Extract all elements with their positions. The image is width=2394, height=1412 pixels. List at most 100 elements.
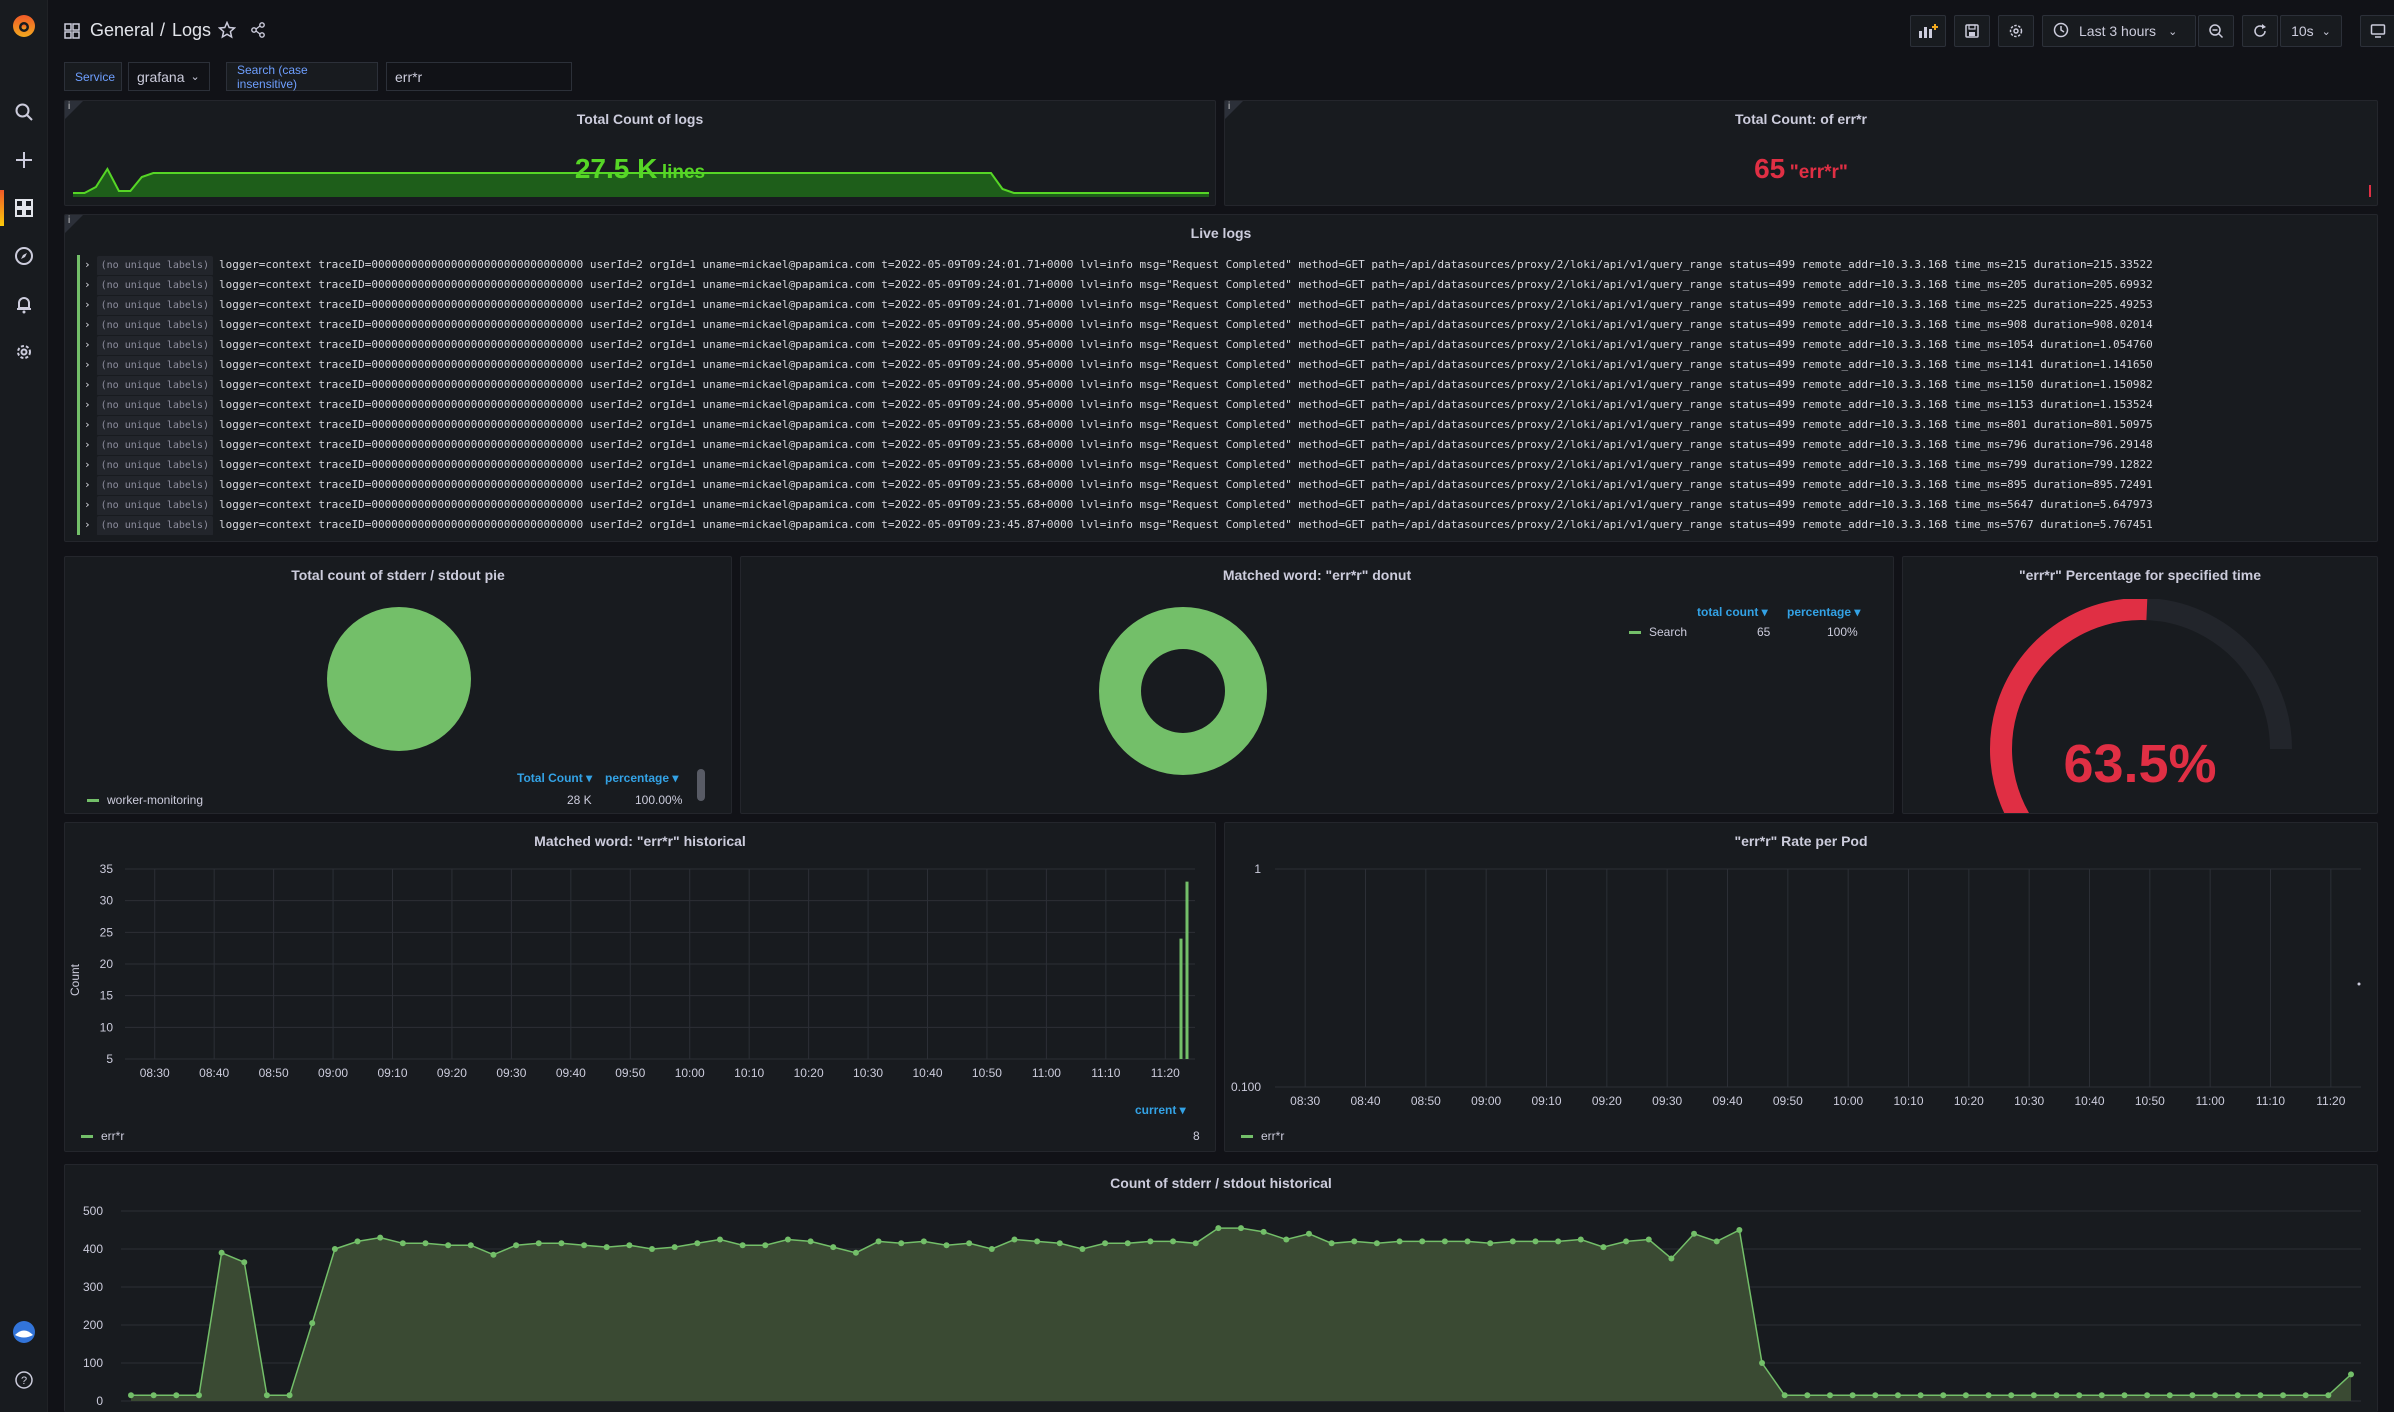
log-row[interactable]: › (no unique labels) logger=context traceI… <box>77 255 2369 275</box>
user-avatar-icon[interactable] <box>12 1320 36 1344</box>
x-tick-label: 09:40 <box>1712 1094 1742 1108</box>
stat-unit: lines <box>661 162 706 183</box>
data-point <box>1124 1240 1131 1247</box>
side-menu: ? <box>0 0 48 1412</box>
stat-value: 65 <box>1754 153 1786 184</box>
gear-icon[interactable] <box>12 340 36 364</box>
dashboard-title[interactable]: Logs <box>172 20 212 40</box>
log-row[interactable]: › (no unique labels) logger=context traceI… <box>77 315 2369 335</box>
log-row[interactable]: › (no unique labels) logger=context traceI… <box>77 455 2369 475</box>
refresh-icon[interactable] <box>2242 15 2278 47</box>
legend-item[interactable]: err*r <box>81 1129 124 1143</box>
panel-info-icon[interactable]: i <box>65 215 83 233</box>
data-point <box>1396 1238 1403 1245</box>
data-point <box>2357 982 2361 986</box>
data-point <box>173 1392 180 1399</box>
panel-total-count-logs: i Total Count of logs 27.5 K lines <box>64 100 1216 206</box>
refresh-interval-picker[interactable]: 10s ⌄ <box>2280 15 2342 47</box>
log-row[interactable]: › (no unique labels) logger=context traceI… <box>77 335 2369 355</box>
legend-swatch <box>87 798 99 802</box>
log-row[interactable]: › (no unique labels) logger=context traceI… <box>77 295 2369 315</box>
search-input[interactable]: err*r <box>386 62 572 91</box>
sparkline-line <box>73 167 1209 194</box>
dashboards-icon[interactable] <box>12 196 36 220</box>
legend-item[interactable]: Search <box>1629 625 1687 639</box>
tv-icon[interactable] <box>2360 15 2394 47</box>
service-select[interactable]: grafana ⌄ <box>128 62 210 91</box>
chevron-right-icon[interactable]: › <box>84 278 91 291</box>
plus-icon[interactable] <box>12 148 36 172</box>
data-point <box>218 1249 225 1256</box>
explore-icon[interactable] <box>12 244 36 268</box>
x-tick-label: 08:50 <box>259 1066 289 1080</box>
data-point <box>263 1392 270 1399</box>
chevron-right-icon[interactable]: › <box>84 478 91 491</box>
panel-info-icon[interactable]: i <box>65 101 83 119</box>
log-row[interactable]: › (no unique labels) logger=context traceI… <box>77 415 2369 435</box>
x-tick-label: 08:40 <box>1350 1094 1380 1108</box>
save-icon[interactable] <box>1954 15 1990 47</box>
log-row[interactable]: › (no unique labels) logger=context traceI… <box>77 495 2369 515</box>
data-point <box>1215 1225 1222 1232</box>
search-icon[interactable] <box>12 100 36 124</box>
legend-header-total[interactable]: Total Count ▾ <box>517 771 593 785</box>
data-point <box>581 1242 588 1249</box>
breadcrumb-folder[interactable]: General <box>90 20 155 40</box>
help-icon[interactable]: ? <box>12 1368 36 1392</box>
log-row[interactable]: › (no unique labels) logger=context traceI… <box>77 355 2369 375</box>
data-point <box>1940 1392 1947 1399</box>
legend-header-percentage[interactable]: percentage ▾ <box>1787 605 1861 619</box>
legend-scrollbar[interactable] <box>697 769 705 801</box>
log-row[interactable]: › (no unique labels) logger=context traceI… <box>77 435 2369 455</box>
chevron-right-icon[interactable]: › <box>84 418 91 431</box>
legend-item[interactable]: err*r <box>1241 1129 1284 1143</box>
legend-header-total[interactable]: total count ▾ <box>1697 605 1768 619</box>
log-row[interactable]: › (no unique labels) logger=context traceI… <box>77 515 2369 535</box>
legend-header-percentage[interactable]: percentage ▾ <box>605 771 679 785</box>
data-point <box>241 1259 248 1266</box>
x-tick-label: 09:20 <box>437 1066 467 1080</box>
chevron-right-icon[interactable]: › <box>84 298 91 311</box>
star-icon[interactable] <box>217 20 237 44</box>
data-point <box>2302 1392 2309 1399</box>
log-label: (no unique labels) <box>96 376 213 395</box>
data-point <box>1826 1392 1833 1399</box>
chevron-right-icon[interactable]: › <box>84 358 91 371</box>
add-panel-icon[interactable] <box>1910 15 1946 47</box>
x-tick-label: 09:20 <box>1592 1094 1622 1108</box>
data-point <box>2008 1392 2015 1399</box>
chevron-right-icon[interactable]: › <box>84 518 91 531</box>
legend-item[interactable]: worker-monitoring <box>87 793 203 807</box>
chevron-right-icon[interactable]: › <box>84 378 91 391</box>
panel-info-icon[interactable]: i <box>1225 101 1243 119</box>
time-range-picker[interactable]: Last 3 hours ⌄ <box>2042 15 2196 47</box>
y-tick-label: 1 <box>1254 862 1261 876</box>
x-tick-label: 09:50 <box>1773 1094 1803 1108</box>
legend-header-current[interactable]: current ▾ <box>1135 1103 1186 1117</box>
legend-swatch <box>1241 1134 1253 1138</box>
chevron-right-icon[interactable]: › <box>84 338 91 351</box>
chevron-right-icon[interactable]: › <box>84 318 91 331</box>
share-icon[interactable] <box>250 22 266 43</box>
alert-bell-icon[interactable] <box>12 292 36 316</box>
log-row[interactable]: › (no unique labels) logger=context traceI… <box>77 275 2369 295</box>
log-row[interactable]: › (no unique labels) logger=context traceI… <box>77 395 2369 415</box>
log-row[interactable]: › (no unique labels) logger=context traceI… <box>77 375 2369 395</box>
chevron-right-icon[interactable]: › <box>84 438 91 451</box>
settings-icon[interactable] <box>1998 15 2034 47</box>
log-row[interactable]: › (no unique labels) logger=context traceI… <box>77 475 2369 495</box>
zoom-out-icon[interactable] <box>2198 15 2234 47</box>
chevron-right-icon[interactable]: › <box>84 258 91 271</box>
data-point <box>445 1242 452 1249</box>
grafana-logo-icon[interactable] <box>10 12 38 40</box>
chevron-right-icon[interactable]: › <box>84 398 91 411</box>
refresh-interval-label: 10s <box>2291 23 2314 39</box>
legend-header-percentage-label: percentage <box>605 771 670 785</box>
chevron-right-icon[interactable]: › <box>84 458 91 471</box>
chevron-right-icon[interactable]: › <box>84 498 91 511</box>
x-tick-label: 09:00 <box>1471 1094 1501 1108</box>
data-point <box>399 1240 406 1247</box>
log-label: (no unique labels) <box>96 496 213 515</box>
panel-title: Count of stderr / stdout historical <box>1110 1175 1332 1191</box>
log-text: logger=context traceID=00000000000000000… <box>219 518 2153 531</box>
